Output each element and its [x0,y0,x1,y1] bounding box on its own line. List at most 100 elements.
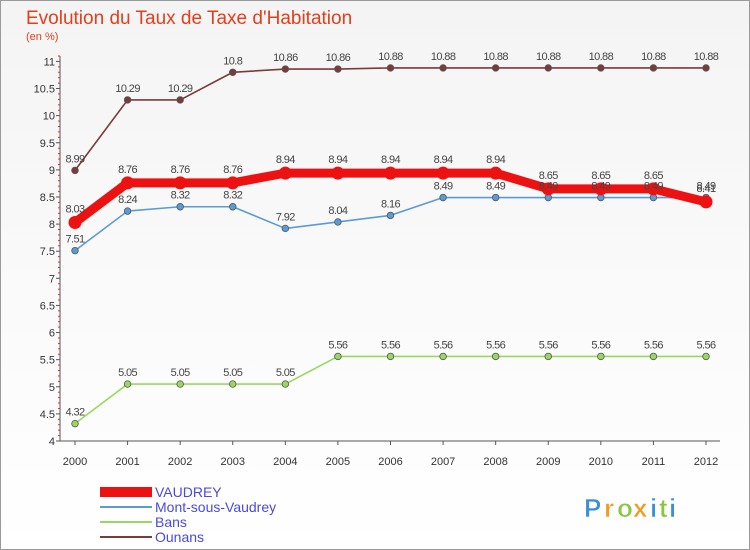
data-point [491,64,500,72]
legend-swatch [100,536,152,538]
data-point [439,352,447,361]
data-point [281,380,290,388]
data-point [334,352,342,361]
data-point [123,96,132,104]
data-label: 8.24 [118,194,137,206]
data-point [439,193,447,202]
data-label: 5.56 [696,339,715,351]
legend-label: VAUDREY [155,484,222,500]
data-label: 5.05 [223,367,242,379]
data-point [491,193,500,202]
logo-letter: r [604,493,614,523]
data-point [544,64,552,72]
data-point [229,68,237,76]
data-point [544,352,552,361]
data-point [331,166,345,180]
data-label: 8.65 [644,170,663,182]
data-label: 8.94 [328,154,347,166]
data-point [489,166,503,180]
data-point [386,211,395,220]
data-label: 8.49 [591,181,610,193]
data-label: 8.94 [381,154,400,166]
data-label: 8.49 [539,181,558,193]
data-point [699,195,713,209]
data-label: 8.65 [591,170,610,182]
series-bans [71,352,710,428]
y-tick-label: 4.5 [40,409,55,421]
x-tick-label: 2011 [642,456,666,468]
x-tick-label: 2008 [483,456,507,468]
logo-letter: i [669,493,676,523]
data-point [597,64,605,72]
x-tick-label: 2005 [326,456,350,468]
data-point [702,352,710,361]
data-label: 8.16 [381,198,400,210]
y-tick-label: 7.5 [40,246,55,258]
data-label: 8.49 [486,181,505,193]
data-label: 8.49 [696,181,715,193]
legend-swatch [100,521,152,523]
data-label: 10.88 [378,51,403,63]
data-point [334,218,342,226]
data-point [386,64,395,72]
data-point [278,166,292,180]
y-tick-label: 5 [49,382,55,394]
data-point [123,380,132,388]
data-label: 10.88 [589,51,614,63]
series-line [74,355,707,425]
data-point [229,203,237,211]
data-point [491,352,500,361]
logo-letter: i [650,493,657,523]
y-tick-label: 9 [49,165,55,177]
series-ounans [71,64,710,175]
data-label: 8.41 [696,183,715,195]
data-point [68,215,82,229]
data-point [176,203,184,211]
data-point [71,419,79,428]
legend-label: Mont-sous-Vaudrey [155,499,276,515]
data-point [646,182,660,196]
series-vaudrey [68,166,713,229]
x-tick-label: 2006 [378,456,402,468]
data-label: 7.51 [65,234,84,246]
data-label: 10.88 [641,51,666,63]
data-point [281,65,290,73]
logo-letter: o [617,493,633,523]
y-tick-label: 6.5 [40,300,55,312]
data-label: 7.92 [276,211,295,223]
x-tick-label: 2012 [694,456,718,468]
data-label: 10.8 [223,55,242,67]
data-point [71,246,79,255]
data-label: 5.56 [328,339,347,351]
data-label: 10.29 [115,83,140,95]
legend-label: Ounans [155,529,204,545]
logo-letter: x [633,493,648,523]
data-point [439,64,447,72]
data-point [597,352,605,361]
x-tick-label: 2009 [536,456,560,468]
data-label: 5.05 [118,367,137,379]
series-layer [68,64,713,428]
data-label: 8.32 [171,190,190,202]
data-label: 8.94 [486,154,505,166]
y-tick-label: 9.5 [40,138,55,150]
data-label: 8.32 [223,190,242,202]
data-label: 8.76 [171,164,190,176]
x-tick-label: 2003 [221,456,245,468]
data-point [649,352,658,361]
series-mont-sous-vaudrey [71,193,710,255]
data-label: 5.56 [381,339,400,351]
data-point [436,166,450,180]
data-label: 8.76 [118,164,137,176]
y-tick-label: 5.5 [40,355,55,367]
x-tick-label: 2007 [431,456,455,468]
data-label: 10.88 [431,51,456,63]
data-point [541,182,555,196]
x-tick-label: 2000 [63,456,87,468]
data-point [229,380,237,388]
data-label: 8.65 [539,170,558,182]
data-point [176,380,184,388]
